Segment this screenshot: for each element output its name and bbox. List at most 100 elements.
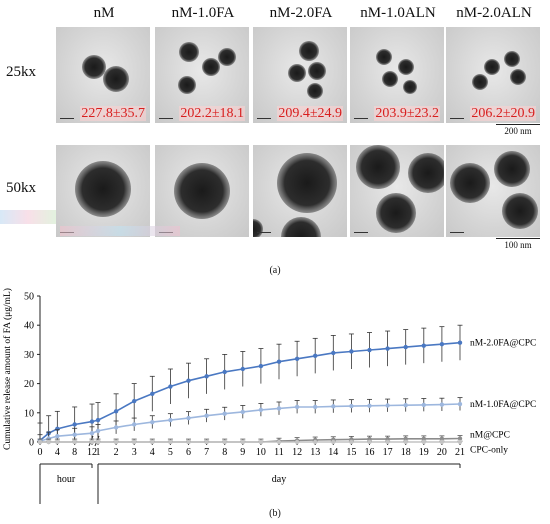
- x-tick-label-day: 11: [274, 447, 284, 458]
- scale-bar-mark: [450, 118, 464, 119]
- column-header-nM-1.0ALN: nM-1.0ALN: [360, 5, 436, 21]
- data-point: [186, 378, 191, 383]
- data-point: [150, 439, 155, 445]
- scale-bar-mark: [450, 232, 464, 233]
- data-point: [367, 439, 372, 445]
- data-point: [186, 415, 191, 421]
- data-point: [55, 439, 60, 445]
- x-tick-label-hour: 0: [38, 447, 43, 458]
- data-point: [421, 439, 426, 445]
- data-point: [222, 411, 227, 416]
- tem-image-nM-2.0ALN-25kx: 206.2±20.9: [446, 27, 540, 123]
- scale-bar-mark: [159, 118, 173, 119]
- x-tick-label-day: 20: [437, 447, 447, 458]
- data-point: [385, 403, 390, 408]
- data-point: [276, 406, 282, 411]
- tem-image-nM-1.0ALN-50kx: [350, 145, 444, 237]
- y-tick-label: 10: [24, 408, 34, 419]
- y-tick-label: 30: [24, 350, 34, 361]
- data-point: [294, 439, 300, 445]
- data-point: [385, 439, 390, 445]
- data-point: [168, 439, 173, 445]
- data-point: [95, 428, 101, 434]
- data-point: [55, 433, 60, 439]
- tem-particles: [82, 55, 129, 92]
- row-label-25kx: 25kx: [6, 64, 36, 80]
- x-tick-label-hour: 12: [87, 447, 97, 458]
- data-point: [89, 431, 95, 436]
- data-point: [403, 403, 408, 408]
- group-label-hour: hour: [57, 474, 76, 485]
- data-point: [95, 439, 101, 445]
- x-tick-label-day: 18: [401, 447, 411, 458]
- data-point: [421, 343, 426, 348]
- data-point: [132, 422, 137, 427]
- data-point: [457, 436, 463, 441]
- series-label: nM-2.0FA@CPC: [470, 339, 536, 349]
- x-tick-label-day: 1: [96, 447, 101, 458]
- data-point: [403, 436, 408, 441]
- x-tick-label-day: 17: [383, 447, 393, 458]
- tem-particles: [75, 161, 131, 217]
- data-point: [132, 439, 137, 445]
- column-header-nM-2.0ALN: nM-2.0ALN: [456, 5, 532, 21]
- data-point: [313, 404, 318, 410]
- data-point: [240, 409, 245, 415]
- data-point: [240, 439, 245, 445]
- tem-image-nM-2.0ALN-50kx: [446, 145, 540, 237]
- data-point: [72, 439, 77, 445]
- tem-particles: [288, 41, 326, 99]
- column-header-nM-1.0FA: nM-1.0FA: [171, 5, 235, 21]
- tem-image-nM-1.0ALN-25kx: 203.9±23.2: [350, 27, 444, 123]
- x-tick-label-day: 2: [114, 447, 119, 458]
- scale-bar-25kx-label: 200 nm: [504, 126, 532, 136]
- data-point: [132, 398, 137, 404]
- tem-particles: [450, 151, 538, 229]
- data-point: [168, 384, 173, 389]
- scale-bar-mark: [354, 118, 368, 119]
- series-label: nM-1.0FA@CPC: [470, 400, 536, 410]
- data-point: [421, 402, 426, 408]
- tem-particles: [472, 51, 526, 90]
- data-point: [331, 439, 336, 445]
- size-label-nM-1.0ALN: 203.9±23.2: [374, 106, 440, 121]
- row-label-50kx: 50kx: [6, 180, 36, 196]
- data-point: [150, 391, 155, 397]
- data-point: [385, 346, 390, 351]
- scale-bar-mark: [354, 232, 368, 233]
- x-tick-label-day: 13: [310, 447, 320, 458]
- data-point: [313, 353, 318, 359]
- data-point: [46, 439, 51, 445]
- data-point: [457, 439, 463, 445]
- scale-bar-line: [496, 124, 540, 125]
- y-axis-label: Cumulative release amount of FA (μg/mL): [2, 288, 13, 450]
- tem-image-nM-2.0FA-25kx: 209.4±24.9: [253, 27, 347, 123]
- series-line: [39, 403, 461, 442]
- series-line: [39, 341, 461, 442]
- series-label: CPC-only: [470, 445, 508, 455]
- data-point: [72, 422, 77, 427]
- size-label-nM-2.0ALN: 206.2±20.9: [470, 106, 536, 121]
- data-point: [367, 347, 372, 353]
- tem-particles: [253, 153, 337, 237]
- tem-image-nM-1.0FA-50kx: [155, 145, 249, 237]
- data-point: [204, 439, 209, 445]
- data-point: [113, 409, 119, 414]
- tem-particles: [356, 145, 444, 233]
- data-point: [403, 344, 408, 350]
- scale-bar-mark: [60, 118, 74, 119]
- data-point: [168, 417, 173, 423]
- data-point: [240, 366, 245, 372]
- x-tick-label-day: 10: [256, 447, 266, 458]
- data-point: [367, 403, 372, 408]
- data-point: [294, 404, 300, 410]
- y-tick-label: 40: [24, 321, 34, 332]
- scale-bar-line: [496, 238, 540, 239]
- data-point: [204, 374, 209, 379]
- y-tick-label: 50: [24, 292, 34, 303]
- data-point: [331, 404, 336, 409]
- data-point: [349, 439, 354, 445]
- x-tick-label-day: 6: [186, 447, 191, 458]
- data-point: [72, 432, 77, 437]
- x-tick-label-day: 8: [222, 447, 227, 458]
